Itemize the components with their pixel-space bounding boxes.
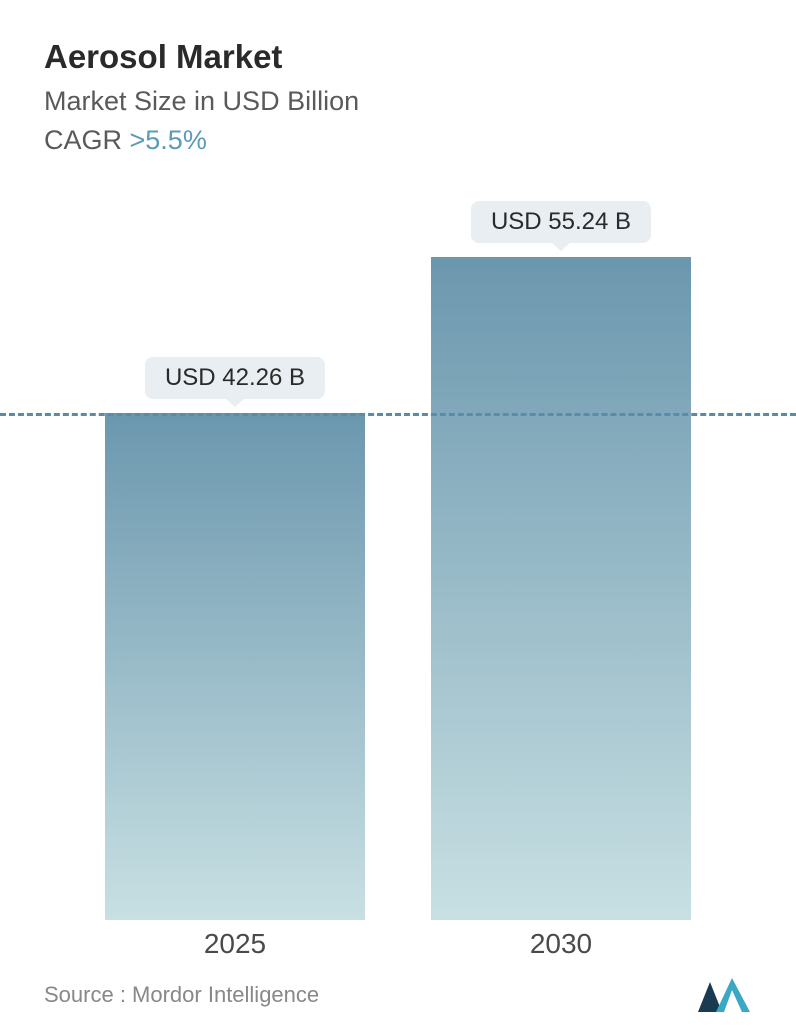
- year-label: 2030: [431, 928, 691, 960]
- bar-column: USD 55.24 B: [431, 200, 691, 920]
- bar-column: USD 42.26 B: [105, 200, 365, 920]
- source-text: Source : Mordor Intelligence: [44, 982, 319, 1008]
- years-row: 2025 2030: [72, 928, 724, 960]
- cagr-value: >5.5%: [130, 125, 207, 155]
- bars-wrap: USD 42.26 B USD 55.24 B: [72, 200, 724, 920]
- chart-subtitle: Market Size in USD Billion: [44, 86, 752, 117]
- brand-logo: [696, 976, 752, 1014]
- value-badge: USD 42.26 B: [145, 357, 325, 399]
- cagr-line: CAGR >5.5%: [44, 125, 752, 156]
- chart-title: Aerosol Market: [44, 38, 752, 76]
- bar: USD 55.24 B: [431, 257, 691, 920]
- reference-line: [0, 413, 796, 416]
- cagr-label: CAGR: [44, 125, 130, 155]
- value-badge: USD 55.24 B: [471, 201, 651, 243]
- footer: Source : Mordor Intelligence: [44, 976, 752, 1014]
- year-label: 2025: [105, 928, 365, 960]
- chart-container: Aerosol Market Market Size in USD Billio…: [0, 0, 796, 1034]
- chart-area: USD 42.26 B USD 55.24 B: [0, 200, 796, 920]
- bar: USD 42.26 B: [105, 413, 365, 920]
